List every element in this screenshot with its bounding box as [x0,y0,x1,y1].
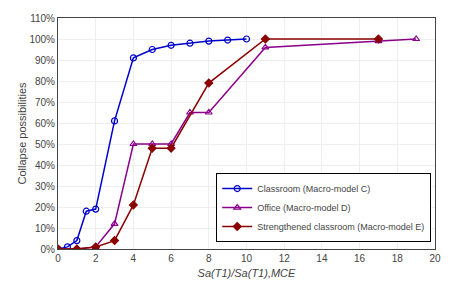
svg-text:0%: 0% [41,244,56,255]
svg-text:70%: 70% [35,97,55,108]
svg-text:20%: 20% [35,202,55,213]
svg-text:Classroom (Macro-model C): Classroom (Macro-model C) [257,184,370,194]
svg-text:100%: 100% [29,34,55,45]
svg-text:Strengthened classroom (Macro-: Strengthened classroom (Macro-model E) [257,222,424,232]
svg-text:0: 0 [55,253,61,264]
svg-text:110%: 110% [30,13,55,24]
svg-text:12: 12 [279,253,291,264]
svg-text:50%: 50% [35,139,55,150]
svg-text:60%: 60% [35,118,55,129]
svg-text:40%: 40% [35,160,55,171]
svg-text:6: 6 [168,253,174,264]
svg-text:2: 2 [93,253,99,264]
svg-text:80%: 80% [35,76,55,87]
svg-text:18: 18 [392,253,404,264]
svg-text:4: 4 [131,253,137,264]
svg-text:10%: 10% [35,223,55,234]
svg-text:14: 14 [316,253,328,264]
svg-text:20: 20 [429,253,441,264]
svg-text:30%: 30% [35,181,55,192]
svg-text:Sa(T1)/Sa(T1),MCE: Sa(T1)/Sa(T1),MCE [198,267,296,279]
svg-text:Office (Macro-model D): Office (Macro-model D) [257,203,350,213]
svg-text:90%: 90% [35,55,55,66]
svg-text:Collapse possibilities: Collapse possibilities [16,82,28,185]
svg-text:10: 10 [241,253,253,264]
svg-text:16: 16 [354,253,366,264]
svg-text:8: 8 [206,253,212,264]
